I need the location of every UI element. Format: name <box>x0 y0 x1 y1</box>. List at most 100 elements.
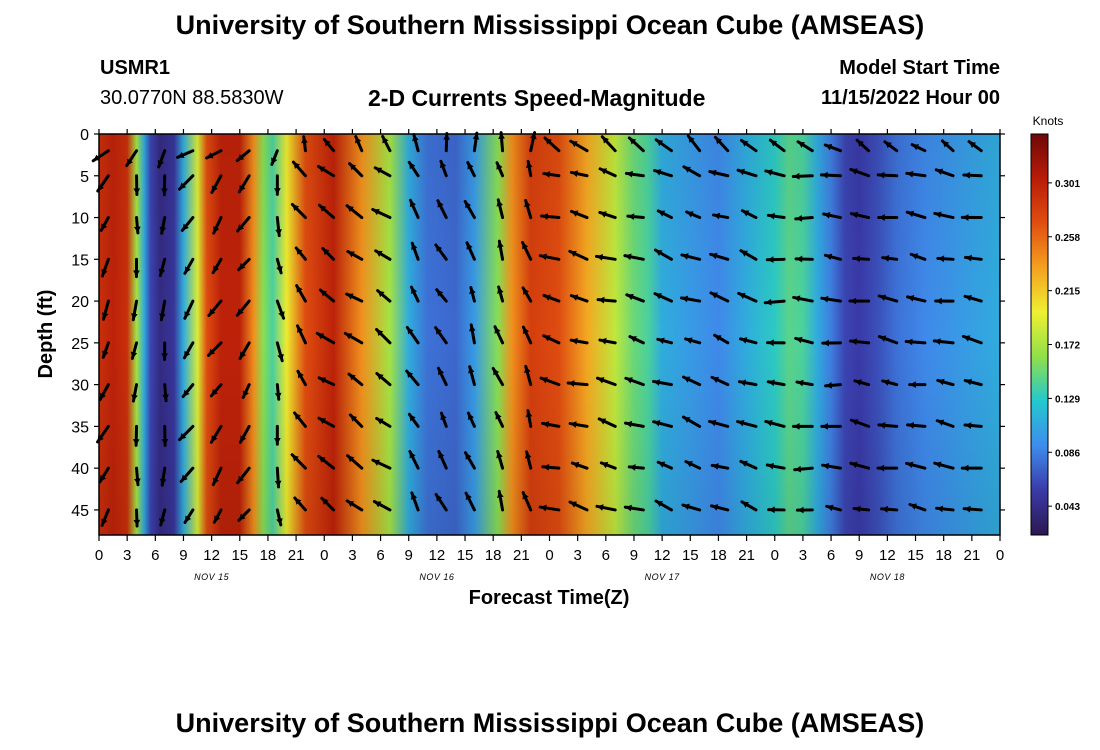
x-tick-label: 3 <box>573 547 581 564</box>
current-arrow-head <box>767 462 774 470</box>
current-arrow-head <box>273 188 281 195</box>
current-arrow-head <box>276 266 283 273</box>
current-arrow-head <box>126 158 133 166</box>
current-arrow-head <box>469 324 476 332</box>
current-arrow-head <box>767 256 774 263</box>
current-arrow-head <box>179 182 187 190</box>
current-arrow-head <box>568 380 575 387</box>
current-arrow-head <box>821 295 829 303</box>
colorbar-tick-label: 0.129 <box>1055 394 1080 405</box>
current-arrow-head <box>185 515 192 523</box>
current-arrow-head <box>715 137 723 145</box>
x-tick-label: 0 <box>320 547 328 564</box>
current-arrow-head <box>318 418 326 425</box>
x-tick-label: 18 <box>710 547 727 564</box>
current-arrow-head <box>822 339 829 347</box>
current-arrow-head <box>793 295 801 302</box>
current-arrow-head <box>498 132 505 140</box>
current-arrow-head <box>318 456 326 463</box>
day-label: NOV 18 <box>870 572 905 582</box>
current-arrow-head <box>524 366 531 374</box>
current-arrow-head <box>212 477 219 485</box>
current-arrow-head <box>543 294 551 301</box>
current-arrow-head <box>688 135 695 143</box>
current-arrow-head <box>653 420 661 427</box>
current-arrow-head <box>795 336 803 344</box>
current-arrow-head <box>962 214 969 221</box>
current-arrow-head <box>878 214 885 221</box>
current-arrow-head <box>857 140 864 147</box>
current-arrow-head <box>296 247 303 255</box>
colorbar-tick-label: 0.172 <box>1055 341 1080 352</box>
current-arrow-head <box>543 335 551 342</box>
x-tick-label: 0 <box>996 547 1004 564</box>
current-arrow-head <box>292 204 300 212</box>
current-arrow-head <box>965 422 972 429</box>
colorbar-tick-label: 0.215 <box>1055 287 1080 298</box>
current-arrow-head <box>376 329 384 337</box>
current-arrow-head <box>375 167 383 174</box>
x-tick-label: 6 <box>827 547 835 564</box>
current-arrow-head <box>181 474 188 482</box>
current-arrow-head <box>598 296 605 304</box>
y-tick-label: 25 <box>71 336 89 353</box>
x-tick-label: 12 <box>654 547 671 564</box>
current-arrow-head <box>711 504 719 511</box>
current-arrow-head <box>435 327 442 335</box>
current-arrow-head <box>737 419 745 427</box>
current-arrow-head <box>208 308 216 316</box>
current-arrow-head <box>599 418 607 425</box>
current-arrow-head <box>409 451 416 459</box>
current-arrow-head <box>294 497 302 505</box>
station-id: USMR1 <box>100 57 171 79</box>
current-arrow-head <box>570 421 577 428</box>
current-arrow-head <box>935 297 942 305</box>
current-arrow-head <box>437 200 444 208</box>
current-arrow-head <box>625 377 633 384</box>
current-arrow-head <box>271 157 278 165</box>
current-arrow-head <box>625 504 632 512</box>
x-tick-label: 6 <box>602 547 610 564</box>
current-arrow-head <box>347 251 355 258</box>
current-arrow-head <box>906 170 914 178</box>
current-arrow-head <box>882 255 890 262</box>
current-arrow-head <box>134 478 141 485</box>
current-arrow-head <box>348 374 356 381</box>
current-arrow-head <box>768 212 775 220</box>
current-arrow-head <box>629 137 637 145</box>
current-arrow-head <box>240 435 247 443</box>
current-arrow-head <box>571 337 578 345</box>
current-arrow-head <box>411 243 418 251</box>
current-arrow-head <box>211 185 218 193</box>
current-arrow-head <box>182 223 189 231</box>
current-arrow-head <box>570 141 578 148</box>
current-arrow-head <box>854 379 862 386</box>
current-arrow-head <box>569 501 577 508</box>
current-arrow-head <box>656 501 664 507</box>
current-arrow-head <box>278 311 285 319</box>
heatmap-plot-area <box>99 134 1000 535</box>
current-arrow-head <box>101 518 108 526</box>
current-arrow-head <box>882 379 890 386</box>
current-arrow-head <box>770 140 778 147</box>
heatmap-shading <box>99 134 1000 535</box>
current-arrow-head <box>99 474 107 482</box>
current-arrow-head <box>159 518 166 525</box>
current-arrow-head <box>523 287 530 295</box>
current-arrow-head <box>851 419 859 426</box>
colorbar-label: Knots <box>1033 114 1064 128</box>
current-arrow-head <box>542 421 550 428</box>
current-arrow-head <box>654 169 662 176</box>
x-tick-label: 12 <box>429 547 446 564</box>
current-arrow-head <box>321 498 329 505</box>
current-arrow-head <box>349 163 357 171</box>
current-arrow-head <box>468 366 475 374</box>
current-arrow-head <box>625 420 633 428</box>
day-label: NOV 16 <box>419 572 454 582</box>
current-arrow-head <box>714 335 722 342</box>
current-arrow-head <box>909 381 916 388</box>
current-arrow-head <box>765 298 772 306</box>
current-arrow-head <box>768 379 775 387</box>
current-arrow-head <box>214 515 221 523</box>
current-arrow-head <box>797 506 804 514</box>
